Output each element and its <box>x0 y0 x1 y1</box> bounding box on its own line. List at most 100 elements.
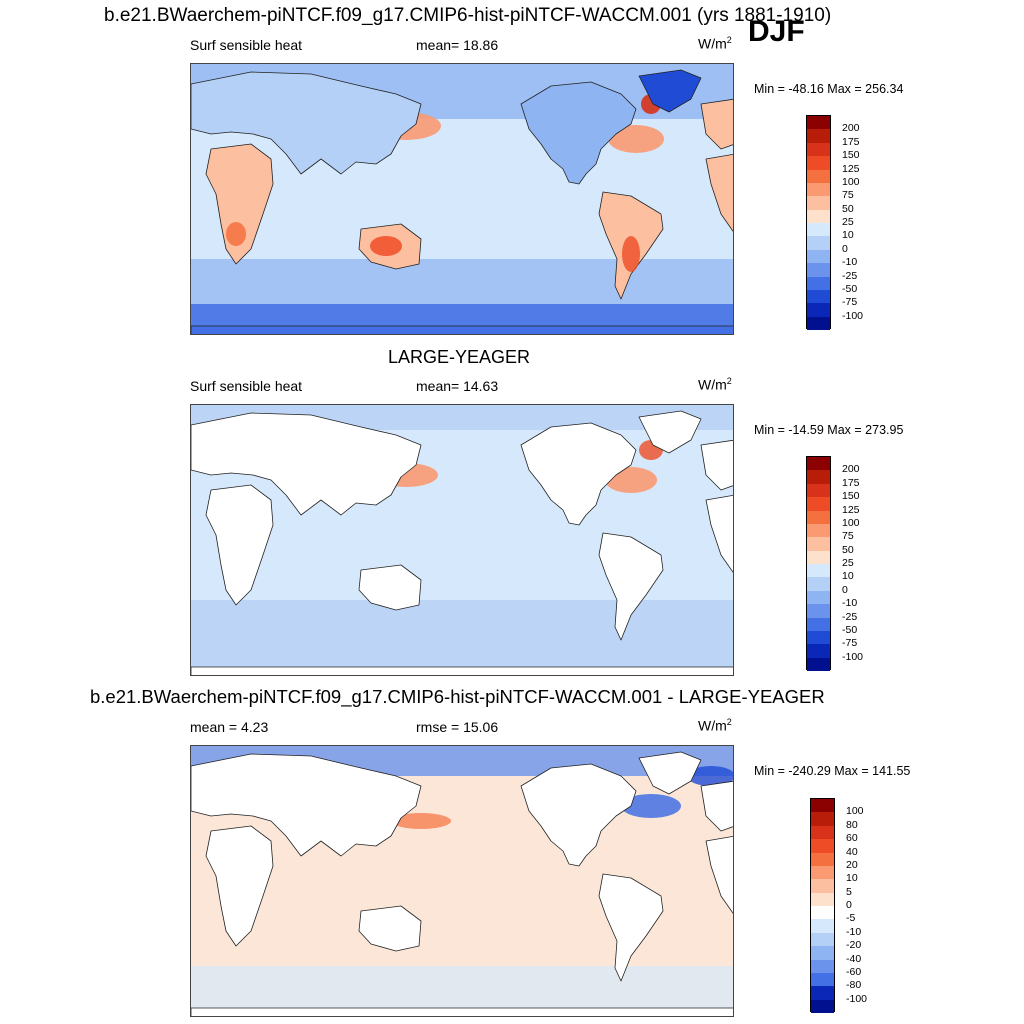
colorbar-tick-label: -20 <box>846 939 862 952</box>
colorbar-tick-label: 175 <box>842 476 860 489</box>
colorbar-swatch <box>811 799 834 813</box>
colorbar-tick-label: -10 <box>842 597 858 610</box>
colorbar-swatch <box>807 497 830 511</box>
panel-diff-map <box>190 745 734 1017</box>
panel-obs-minmax: Min = -14.59 Max = 273.95 <box>754 423 904 437</box>
map-field <box>191 746 733 1016</box>
panel-model-colorbar-labels: 200 175 150 125 100 75 50 25 10 0 -10 -25 -50 -75 -100 <box>842 115 882 329</box>
colorbar-swatch <box>807 156 830 170</box>
colorbar-swatch <box>811 825 834 840</box>
colorbar-swatch <box>811 986 834 1000</box>
panel-obs-colorbar-labels: 200 175 150 125 100 75 50 25 10 0 -10 -25 -50 -75 -100 <box>842 456 882 670</box>
colorbar-swatch <box>807 116 830 130</box>
colorbar-swatch <box>807 276 830 290</box>
colorbar-swatch <box>807 316 830 330</box>
colorbar-tick-label: 100 <box>846 805 864 818</box>
colorbar-tick-label: 0 <box>842 583 848 596</box>
colorbar-swatch <box>807 630 830 645</box>
colorbar-tick-label: 125 <box>842 503 860 516</box>
figure-title: b.e21.BWaerchem-piNTCF.f09_g17.CMIP6-his… <box>104 5 832 26</box>
panel-obs-mean: mean= 14.63 <box>416 378 499 394</box>
colorbar-swatch <box>807 604 830 618</box>
colorbar-tick-label: 50 <box>842 543 854 556</box>
colorbar-swatch <box>811 972 834 987</box>
colorbar-tick-label: 100 <box>842 516 860 529</box>
colorbar-tick-label: -5 <box>846 912 856 925</box>
panel-diff-colorbar-labels: 100 80 60 40 20 10 5 0 -5 -10 -20 -40 -60 -80 -100 <box>846 798 886 1012</box>
colorbar-swatch <box>807 236 830 250</box>
colorbar-tick-label: 25 <box>842 557 854 569</box>
panel-model-variable: Surf sensible heat <box>190 37 303 53</box>
colorbar-swatch <box>807 289 830 304</box>
panel-diff-title: b.e21.BWaerchem-piNTCF.f09_g17.CMIP6-his… <box>90 686 825 707</box>
colorbar-swatch <box>807 223 830 237</box>
colorbar-swatch <box>807 564 830 578</box>
panel-diff-colorbar <box>810 798 835 1013</box>
colorbar-swatch <box>807 209 830 223</box>
colorbar-swatch <box>811 932 834 947</box>
colorbar-tick-label: 75 <box>842 189 854 202</box>
colorbar-swatch <box>811 865 834 880</box>
colorbar-tick-label: 40 <box>846 845 858 858</box>
colorbar-tick-label: 10 <box>842 229 854 242</box>
map-field <box>191 64 733 334</box>
colorbar-swatch <box>807 142 830 157</box>
colorbar-tick-label: 75 <box>842 530 854 543</box>
colorbar-tick-label: -10 <box>846 925 862 938</box>
colorbar-tick-label: 20 <box>846 858 858 871</box>
colorbar-tick-label: 125 <box>842 162 860 175</box>
colorbar-swatch <box>807 129 830 143</box>
colorbar-swatch <box>807 470 830 484</box>
panel-diff-minmax: Min = -240.29 Max = 141.55 <box>754 764 911 778</box>
panel-model-map <box>190 63 734 335</box>
colorbar-swatch <box>807 263 830 277</box>
colorbar-swatch <box>811 946 834 960</box>
colorbar-swatch <box>811 839 834 853</box>
colorbar-tick-label: -75 <box>842 296 858 309</box>
colorbar-tick-label: -40 <box>846 952 862 965</box>
colorbar-tick-label: 200 <box>842 463 860 476</box>
colorbar-swatch <box>807 196 830 210</box>
colorbar-tick-label: -100 <box>842 650 864 663</box>
panel-obs-variable: Surf sensible heat <box>190 378 303 394</box>
colorbar-tick-label: 150 <box>842 490 860 503</box>
colorbar-tick-label: 10 <box>842 570 854 583</box>
colorbar-tick-label: -50 <box>842 623 858 636</box>
colorbar-tick-label: 60 <box>846 832 858 845</box>
colorbar-swatch <box>807 169 830 183</box>
panel-model-minmax: Min = -48.16 Max = 256.34 <box>754 82 904 96</box>
colorbar-swatch <box>811 852 834 866</box>
panel-diff-rmse: rmse = 15.06 <box>416 719 499 735</box>
colorbar-tick-label: -10 <box>842 256 858 269</box>
panel-obs-title: LARGE-YEAGER <box>388 347 531 367</box>
panel-obs-map <box>190 404 734 676</box>
panel-diff-units: W/m2 <box>698 717 732 734</box>
colorbar-swatch <box>807 537 830 551</box>
colorbar-swatch <box>807 657 830 671</box>
colorbar-swatch <box>807 457 830 471</box>
colorbar-tick-label: -80 <box>846 979 862 992</box>
colorbar-swatch <box>807 644 830 658</box>
colorbar-swatch <box>807 249 830 264</box>
map-field <box>191 405 733 675</box>
panel-model-mean: mean= 18.86 <box>416 37 499 53</box>
colorbar-swatch <box>811 892 834 906</box>
colorbar-swatch <box>807 577 830 591</box>
colorbar-tick-label: -100 <box>846 992 868 1005</box>
colorbar-tick-label: -60 <box>846 965 862 978</box>
panel-obs-colorbar <box>806 456 831 671</box>
colorbar-swatch <box>811 879 834 893</box>
colorbar-swatch <box>807 550 830 564</box>
colorbar-swatch <box>807 303 830 317</box>
colorbar-tick-label: -25 <box>842 269 858 282</box>
panel-model-colorbar <box>806 115 831 330</box>
colorbar-tick-label: 25 <box>842 216 854 228</box>
panel-obs-units: W/m2 <box>698 376 732 393</box>
colorbar-swatch <box>811 959 834 973</box>
colorbar-tick-label: -75 <box>842 637 858 650</box>
colorbar-tick-label: 0 <box>846 899 852 911</box>
colorbar-tick-label: 80 <box>846 818 858 831</box>
colorbar-swatch <box>807 483 830 498</box>
season-label: DJF <box>748 15 805 48</box>
colorbar-swatch <box>807 590 830 605</box>
